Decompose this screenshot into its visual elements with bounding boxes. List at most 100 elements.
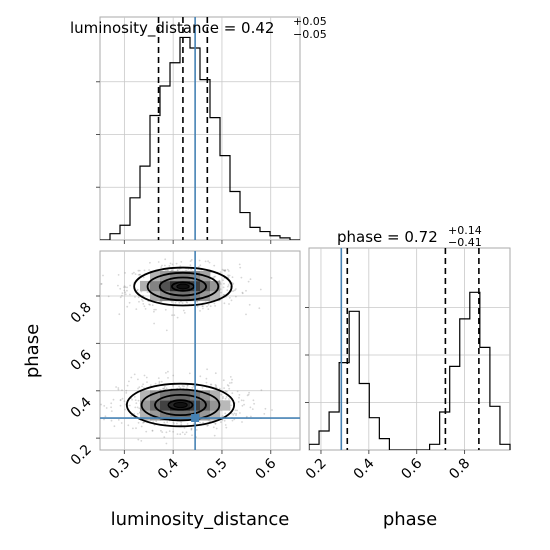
sample-point <box>247 393 250 396</box>
sample-point <box>158 388 161 391</box>
sample-point <box>189 260 192 262</box>
sample-point <box>220 393 223 396</box>
sample-point <box>119 399 122 401</box>
sample-point <box>243 403 246 406</box>
sample-point <box>226 289 229 292</box>
sample-point <box>248 391 251 394</box>
sample-point <box>100 403 102 406</box>
sample-point <box>121 292 124 294</box>
sample-point <box>123 289 126 292</box>
sample-point <box>145 376 148 379</box>
sample-point <box>208 261 211 264</box>
sample-point <box>163 421 166 424</box>
sample-point <box>153 322 156 325</box>
sample-point <box>173 314 176 316</box>
sample-point <box>253 402 256 405</box>
panel-title-main: phase = 0.72 <box>337 228 438 246</box>
tick-marks <box>96 81 272 244</box>
sample-point <box>196 301 199 303</box>
sample-point <box>115 386 117 388</box>
sample-point <box>228 274 231 277</box>
sample-point <box>227 274 230 277</box>
sample-point <box>168 430 171 432</box>
sample-point <box>191 386 194 389</box>
panel-joint-density <box>96 250 301 454</box>
sample-point <box>227 284 230 286</box>
sample-point <box>136 288 139 291</box>
sample-point <box>222 286 225 289</box>
sample-point <box>148 269 151 271</box>
sample-point <box>138 407 141 410</box>
sample-point <box>224 269 227 272</box>
sample-point <box>113 425 116 428</box>
sample-point <box>186 301 189 304</box>
sample-point <box>199 421 201 424</box>
sample-point <box>224 412 227 415</box>
sample-point <box>117 387 120 389</box>
sample-point <box>137 378 139 381</box>
sample-point <box>157 377 160 379</box>
sample-point <box>142 421 145 424</box>
sample-point <box>241 292 244 295</box>
sample-point <box>213 264 216 267</box>
sample-point <box>163 436 166 438</box>
sample-point <box>181 302 184 304</box>
sample-point <box>224 424 227 426</box>
sample-point <box>133 373 136 376</box>
sample-point <box>103 418 105 421</box>
density-bin <box>200 390 211 401</box>
sample-point <box>100 283 103 285</box>
sample-point <box>224 397 227 400</box>
sample-point <box>186 423 189 425</box>
sample-point <box>234 289 236 292</box>
sample-point <box>201 305 204 307</box>
sample-point <box>223 419 226 422</box>
sample-point <box>198 266 200 268</box>
truth-crosshair <box>100 251 300 450</box>
sample-point <box>223 293 226 296</box>
sample-point <box>190 428 193 431</box>
sample-point <box>150 384 152 386</box>
sample-point <box>228 303 230 305</box>
sample-point <box>141 385 144 388</box>
sample-point <box>117 388 120 391</box>
sample-point <box>183 312 186 314</box>
sample-point <box>224 390 227 392</box>
sample-point <box>227 385 230 387</box>
sample-point <box>227 270 230 272</box>
sample-point <box>229 382 231 384</box>
contour-line <box>125 382 236 428</box>
sample-point <box>117 284 119 287</box>
sample-point <box>231 419 234 422</box>
sample-point <box>231 392 234 394</box>
sample-point <box>232 414 235 416</box>
sample-point <box>153 310 155 313</box>
sample-point <box>127 380 130 383</box>
sample-point <box>228 398 230 400</box>
density-bin <box>160 390 171 401</box>
sample-point <box>123 400 126 402</box>
sample-point <box>206 368 209 371</box>
sample-point <box>143 305 146 308</box>
sample-point <box>135 427 137 430</box>
sample-point <box>172 385 174 387</box>
x-axis-label-phase: phase <box>383 509 437 530</box>
sample-point <box>123 286 125 289</box>
sample-point <box>160 429 162 432</box>
sample-point <box>165 329 168 332</box>
histogram-step-line <box>309 291 511 450</box>
sample-point <box>165 431 168 434</box>
sample-point <box>207 260 210 263</box>
sample-point <box>223 302 226 305</box>
sample-point <box>148 303 151 306</box>
sample-point <box>237 401 240 403</box>
sample-point <box>220 291 222 294</box>
truth-marker <box>191 414 200 423</box>
sample-point <box>126 384 129 387</box>
sample-point <box>154 382 157 385</box>
density-bin <box>160 270 171 282</box>
sample-point <box>232 290 235 292</box>
sample-point <box>206 425 209 427</box>
x-tick-label: 0.6 <box>253 455 280 482</box>
x-tick-label: 0.3 <box>106 456 133 483</box>
